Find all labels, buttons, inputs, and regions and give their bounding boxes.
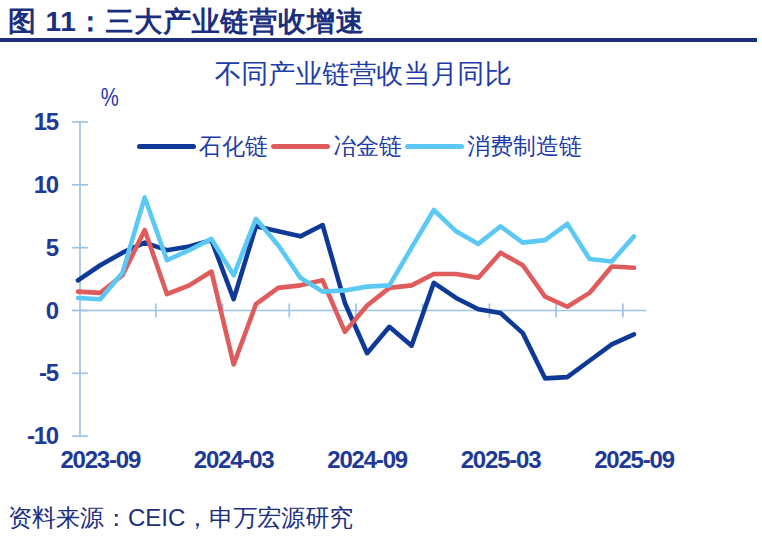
y-tick-label: 15: [6, 110, 58, 134]
x-tick-label: 2023-09: [50, 448, 150, 472]
x-tick-label: 2024-03: [184, 448, 284, 472]
y-tick-label: 10: [6, 173, 58, 197]
y-tick-label: -5: [6, 361, 58, 385]
source-note: 资料来源：CEIC，申万宏源研究: [8, 502, 353, 534]
y-tick-label: 5: [6, 236, 58, 260]
y-tick-label: 0: [6, 299, 58, 323]
x-tick-label: 2024-09: [317, 448, 417, 472]
x-tick-label: 2025-09: [584, 448, 684, 472]
x-tick-label: 2025-03: [451, 448, 551, 472]
y-tick-label: -10: [6, 424, 58, 448]
